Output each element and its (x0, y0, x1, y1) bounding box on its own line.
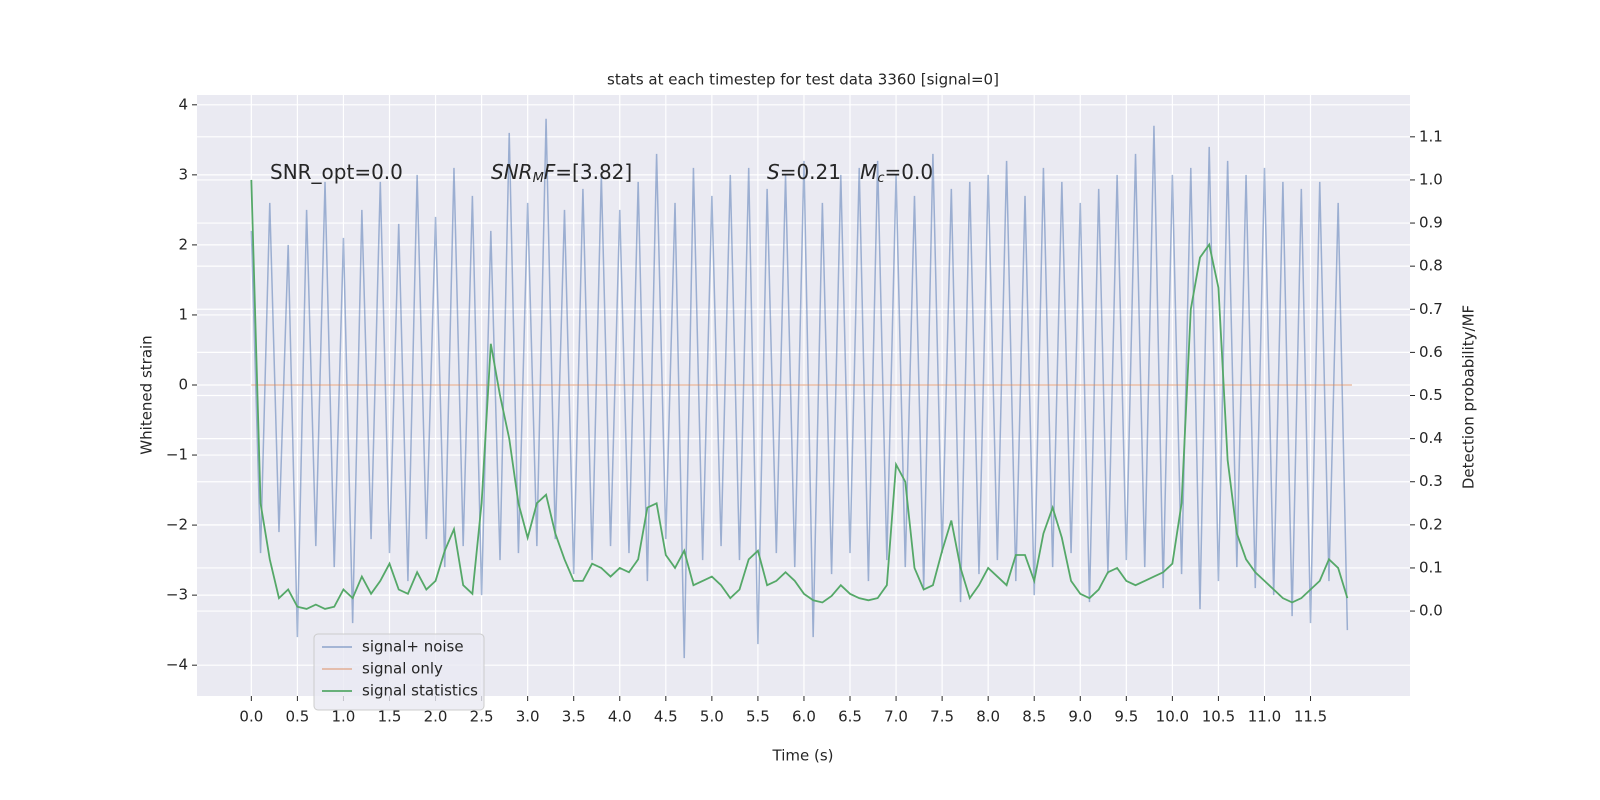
x-tick-label: 7.0 (884, 708, 908, 726)
y-tick-label: 0 (178, 375, 188, 393)
x-tick-label: 7.5 (930, 708, 954, 726)
x-tick-label: 1.5 (378, 708, 402, 726)
annotation-part: =[3.82] (555, 160, 632, 184)
x-tick-label: 0.0 (239, 708, 263, 726)
y-tick-label: −3 (166, 586, 188, 604)
annotation-part: S (767, 160, 780, 184)
chart-title: stats at each timestep for test data 336… (607, 71, 999, 89)
legend-label: signal only (362, 660, 443, 678)
y-tick-label: 1 (178, 305, 188, 323)
y2-tick-label: 0.9 (1419, 214, 1443, 232)
y2-tick-label: 0.1 (1419, 558, 1443, 576)
y-tick-label: 3 (178, 165, 188, 183)
y2-axis-label: Detection probability/MF (1460, 305, 1478, 489)
annotation-part: M (860, 160, 877, 184)
annotation: SNRMF=[3.82] (491, 160, 632, 186)
x-tick-label: 0.5 (285, 708, 309, 726)
annotation-part: F (544, 160, 556, 184)
y2-tick-label: 1.0 (1419, 170, 1443, 188)
annotation-part: c (877, 171, 884, 186)
y2-tick-label: 0.6 (1419, 343, 1443, 361)
x-tick-label: 8.5 (1022, 708, 1046, 726)
x-tick-label: 3.5 (562, 708, 586, 726)
legend-label: signal+ noise (362, 638, 464, 656)
y2-tick-label: 0.4 (1419, 429, 1443, 447)
y2-tick-label: 0.3 (1419, 472, 1443, 490)
annotation: S=0.21 Mc=0.0 (767, 160, 933, 186)
series-line (250, 118, 1349, 659)
y-tick-label: 4 (178, 95, 188, 113)
x-tick-label: 9.5 (1114, 708, 1138, 726)
y2-tick-label: 0.2 (1419, 515, 1443, 533)
y2-tick-label: 0.0 (1419, 602, 1443, 620)
x-tick-label: 5.5 (746, 708, 770, 726)
x-tick-label: 8.0 (976, 708, 1000, 726)
series-line (250, 179, 1349, 610)
legend-box (313, 633, 485, 711)
y-tick-label: 2 (178, 235, 188, 253)
x-tick-label: 6.5 (838, 708, 862, 726)
annotation-part: SNR_opt=0.0 (270, 160, 403, 184)
legend-label: signal statistics (362, 682, 478, 700)
x-tick-label: 5.0 (700, 708, 724, 726)
y-axis-label: Whitened strain (138, 335, 156, 454)
y2-tick-label: 0.7 (1419, 300, 1443, 318)
annotation-part: SNR (491, 160, 533, 184)
x-axis-label: Time (s) (772, 747, 834, 765)
y2-tick-label: 0.5 (1419, 386, 1443, 404)
x-tick-label: 11.5 (1294, 708, 1327, 726)
annotation-part: M (533, 171, 544, 186)
x-tick-label: 9.0 (1068, 708, 1092, 726)
annotation: SNR_opt=0.0 (270, 160, 403, 184)
y-tick-label: −4 (166, 656, 188, 674)
y2-tick-label: 1.1 (1419, 127, 1443, 145)
y-tick-label: −1 (166, 446, 188, 464)
y2-tick-label: 0.8 (1419, 257, 1443, 275)
x-tick-label: 6.0 (792, 708, 816, 726)
x-tick-label: 3.0 (516, 708, 540, 726)
annotation-part: =0.21 (780, 160, 860, 184)
x-tick-label: 10.0 (1156, 708, 1189, 726)
x-tick-label: 4.5 (654, 708, 678, 726)
y-tick-label: −2 (166, 516, 188, 534)
x-tick-label: 2.5 (470, 708, 494, 726)
x-tick-label: 1.0 (332, 708, 356, 726)
x-tick-label: 11.0 (1248, 708, 1281, 726)
x-tick-label: 2.0 (424, 708, 448, 726)
x-tick-label: 10.5 (1202, 708, 1235, 726)
x-tick-label: 4.0 (608, 708, 632, 726)
annotation-part: =0.0 (885, 160, 934, 184)
